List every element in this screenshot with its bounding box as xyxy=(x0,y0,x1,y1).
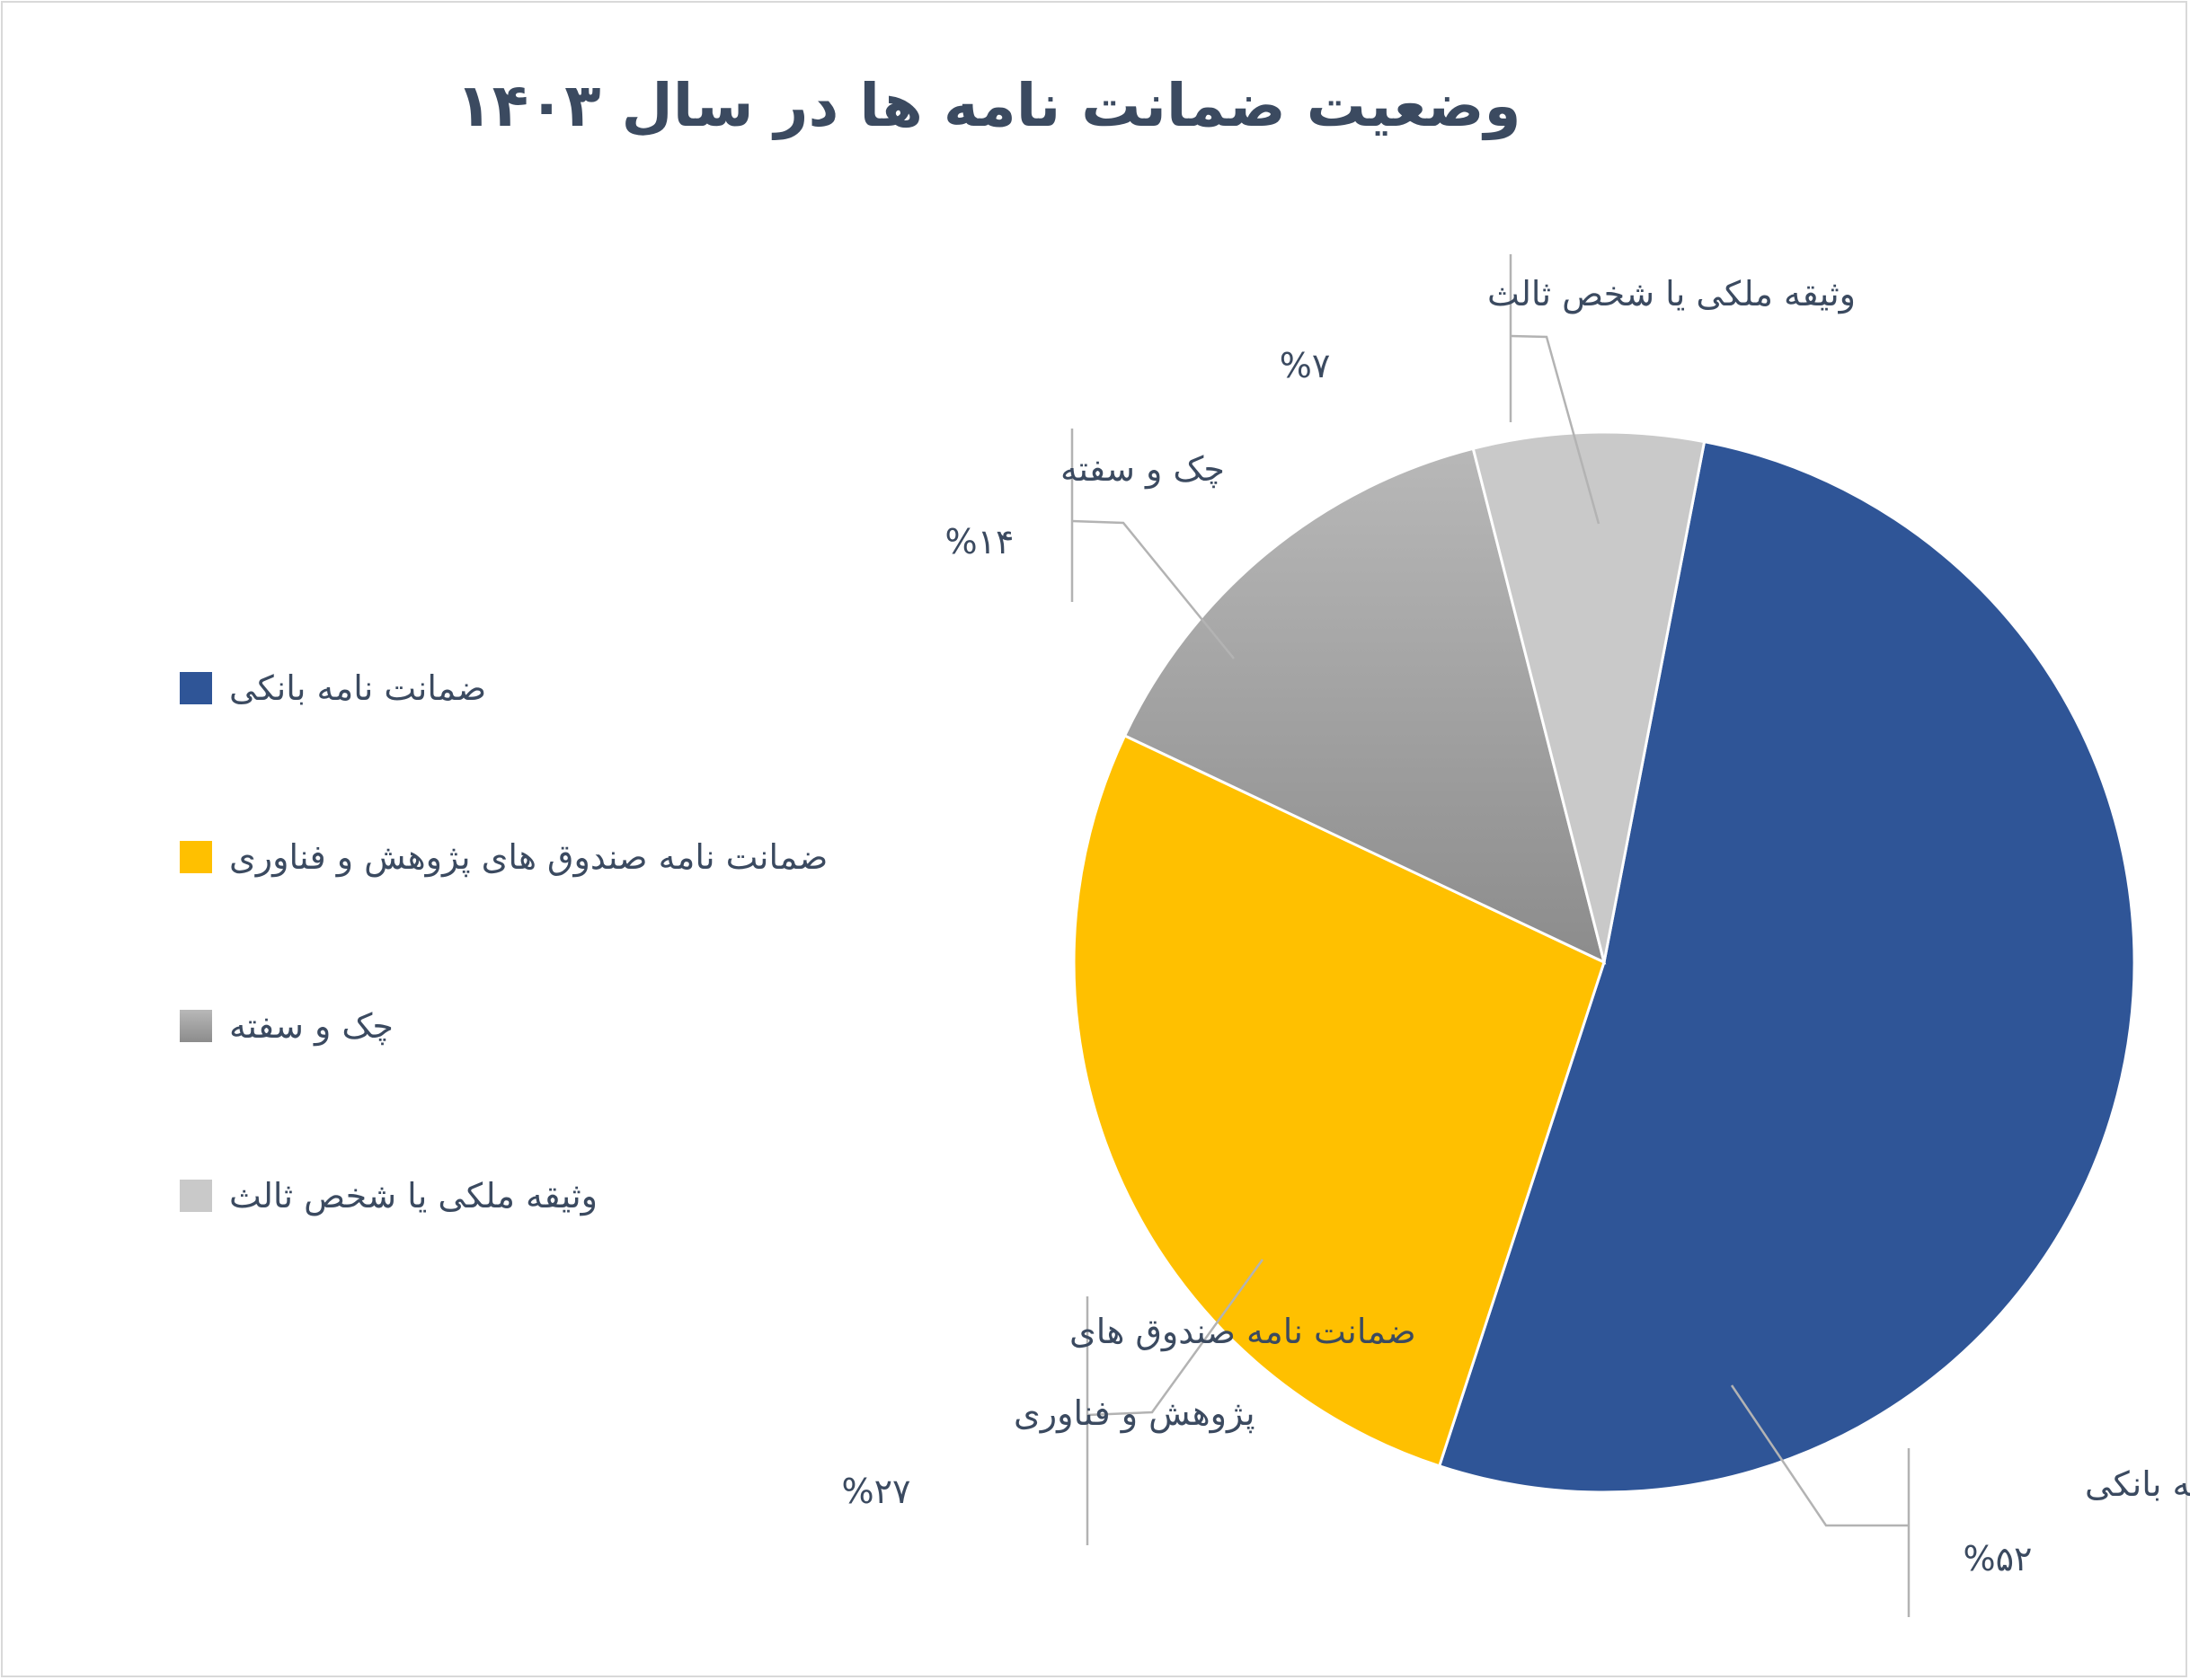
data-label-percent: %۵۲ xyxy=(1964,1539,2033,1578)
data-label-category: چک و سفته xyxy=(1060,449,1225,490)
leader-lines xyxy=(1070,254,1911,1617)
leader-line xyxy=(1071,519,1235,659)
data-label-percent: %۱۴ xyxy=(945,522,1015,561)
data-label-category: پژوهش و فناوری xyxy=(1014,1393,1255,1434)
slice-bank-guarantee xyxy=(1437,439,2136,1494)
legend-label: ضمانت نامه صندوق های پژوهش و فناوری xyxy=(229,837,828,878)
legend-swatch xyxy=(180,1010,212,1042)
legend-swatch xyxy=(180,841,212,873)
slice-check-promissory xyxy=(1122,447,1607,965)
legend-swatch xyxy=(180,1180,212,1212)
slice-research-fund-guarantee xyxy=(1072,733,1606,1468)
pie-slices xyxy=(1072,430,2136,1494)
data-label-category: وثیقه ملکی یا شخص ثالث xyxy=(1487,274,1856,314)
legend-label: وثیقه ملکی یا شخص ثالث xyxy=(229,1176,598,1216)
data-labels: ضمانت نامه بانکی %۵۲ ضمانت نامه صندوق های پ… xyxy=(842,274,2190,1578)
leader-line xyxy=(1510,334,1600,525)
chart-title: وضعیت ضمانت نامه ها در سال ۱۴۰۳ xyxy=(456,71,1521,141)
data-label-category: ضمانت نامه بانکی xyxy=(2085,1464,2190,1504)
legend: ضمانت نامه بانکی ضمانت نامه صندوق های پژو… xyxy=(180,668,828,1216)
data-label-percent: %۲۷ xyxy=(842,1472,911,1511)
data-label-category: ضمانت نامه صندوق های xyxy=(1069,1312,1416,1352)
leader-line xyxy=(1086,1259,1264,1417)
data-label-percent: %۷ xyxy=(1280,346,1331,385)
slice-collateral xyxy=(1471,430,1707,963)
leader-line xyxy=(1730,1384,1909,1527)
legend-label: چک و سفته xyxy=(229,1006,394,1047)
legend-label: ضمانت نامه بانکی xyxy=(229,668,486,708)
legend-swatch xyxy=(180,672,212,704)
